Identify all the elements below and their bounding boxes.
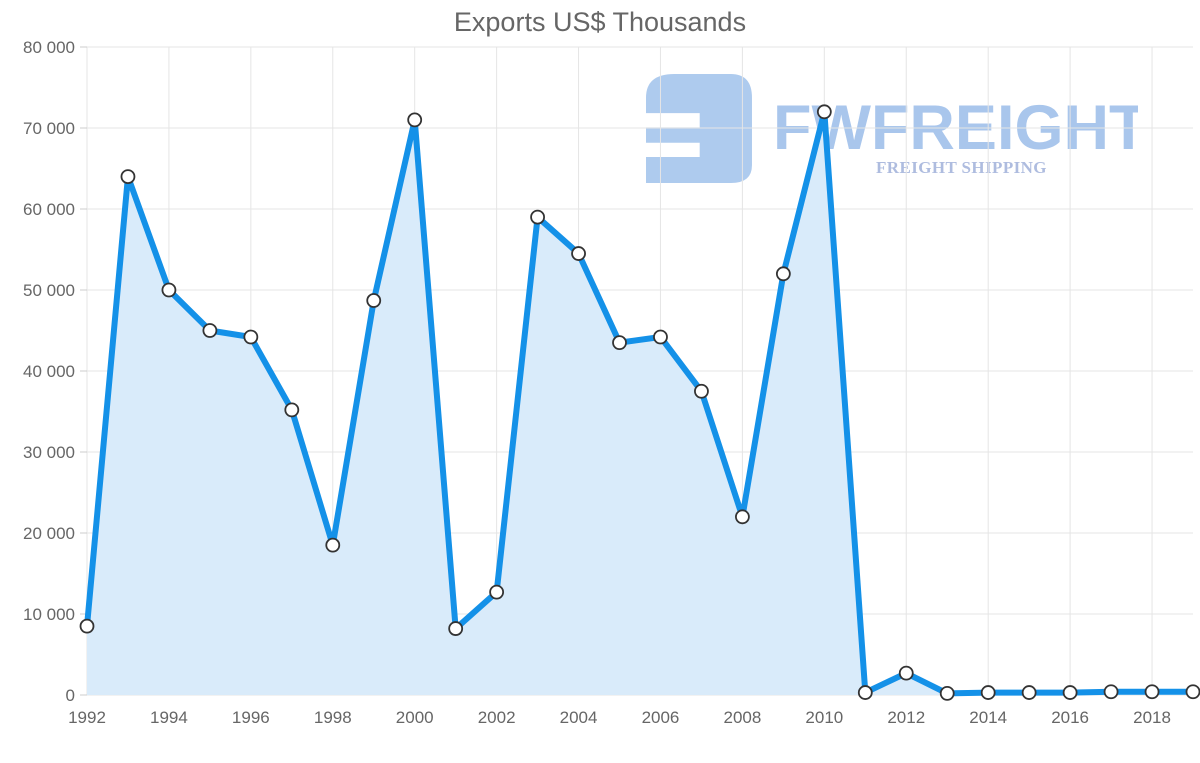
svg-text:2000: 2000 [396,708,434,727]
svg-text:2012: 2012 [887,708,925,727]
svg-text:2004: 2004 [560,708,598,727]
svg-text:2008: 2008 [723,708,761,727]
svg-text:10 000: 10 000 [23,605,75,624]
svg-text:20 000: 20 000 [23,524,75,543]
svg-text:60 000: 60 000 [23,200,75,219]
svg-text:2018: 2018 [1133,708,1171,727]
svg-text:0: 0 [66,686,75,705]
svg-text:2014: 2014 [969,708,1007,727]
svg-text:70 000: 70 000 [23,119,75,138]
svg-text:2010: 2010 [805,708,843,727]
svg-text:1998: 1998 [314,708,352,727]
svg-text:80 000: 80 000 [23,38,75,57]
svg-text:2016: 2016 [1051,708,1089,727]
svg-text:2002: 2002 [478,708,516,727]
svg-text:2006: 2006 [642,708,680,727]
svg-text:30 000: 30 000 [23,443,75,462]
svg-text:50 000: 50 000 [23,281,75,300]
svg-text:1992: 1992 [68,708,106,727]
svg-text:1994: 1994 [150,708,188,727]
svg-text:1996: 1996 [232,708,270,727]
svg-text:40 000: 40 000 [23,362,75,381]
